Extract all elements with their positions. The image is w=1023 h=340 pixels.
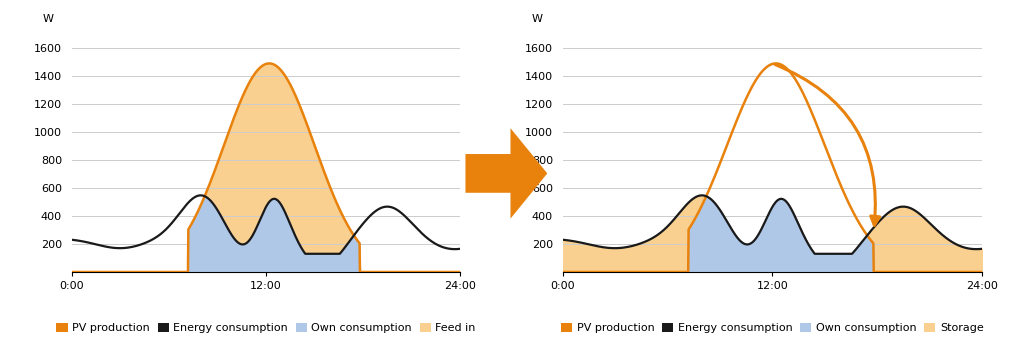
Polygon shape	[465, 128, 547, 219]
Legend: PV production, Energy consumption, Own consumption, Feed in: PV production, Energy consumption, Own c…	[52, 319, 480, 338]
Y-axis label: W: W	[43, 15, 54, 24]
Y-axis label: W: W	[532, 15, 543, 24]
Legend: PV production, Energy consumption, Own consumption, Storage: PV production, Energy consumption, Own c…	[557, 319, 988, 338]
